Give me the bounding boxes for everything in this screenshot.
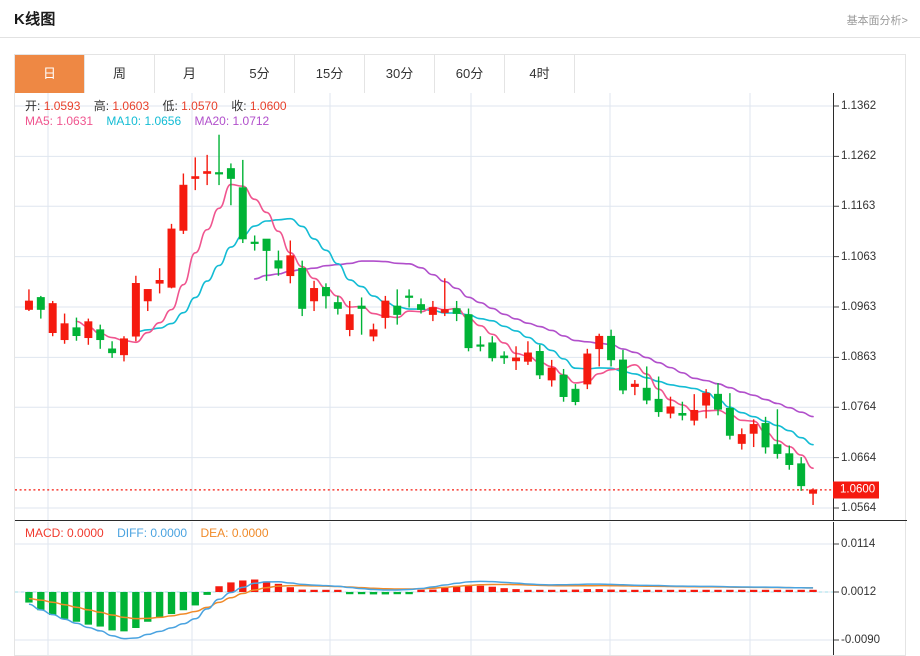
price-tick-6: 1.0764 [841, 401, 877, 414]
current-price-tag: 1.0600 [833, 481, 880, 499]
price-tick-2: 1.1163 [841, 200, 876, 213]
macd-axis-line [833, 522, 834, 655]
price-panel[interactable]: 开: 1.0593 高: 1.0603 低: 1.0570 收: 1.0600 … [15, 93, 907, 521]
tab-5[interactable]: 30分 [365, 55, 435, 93]
tab-4[interactable]: 15分 [295, 55, 365, 93]
price-tick-4: 1.0963 [841, 301, 877, 313]
price-tick-8: 1.0564 [841, 502, 877, 514]
price-axis-line [833, 93, 834, 520]
tab-6[interactable]: 60分 [435, 55, 505, 93]
tab-2[interactable]: 月 [155, 55, 225, 93]
fundamental-analysis-link[interactable]: 基本面分析> [846, 15, 908, 27]
page-header: K线图 基本面分析> [0, 0, 920, 38]
price-plot[interactable] [15, 93, 907, 521]
tab-7[interactable]: 4时 [505, 55, 575, 93]
price-tick-3: 1.1063 [841, 250, 877, 263]
macd-plot[interactable] [15, 522, 907, 655]
price-tick-0: 1.1362 [841, 100, 877, 112]
macd-tick-0: 0.0114 [841, 538, 876, 550]
price-tick-5: 1.0863 [841, 351, 877, 364]
kline-chart[interactable]: 开: 1.0593 高: 1.0603 低: 1.0570 收: 1.0600 … [14, 93, 907, 656]
macd-tick-1: 0.0012 [841, 586, 877, 598]
tab-0[interactable]: 日 [15, 55, 85, 93]
tab-1[interactable]: 周 [85, 55, 155, 93]
tab-3[interactable]: 5分 [225, 55, 295, 93]
tabbar-filler [575, 55, 905, 93]
timeframe-tabbar: 日周月 5分 15分 30分 60分 4时 [14, 54, 906, 94]
macd-panel[interactable]: MACD: 0.0000 DIFF: 0.0000 DEA: 0.0000 0.… [15, 522, 907, 655]
page-title: K线图 [14, 11, 56, 28]
price-tick-7: 1.0664 [841, 451, 877, 464]
macd-tick-2: -0.0090 [841, 634, 881, 646]
price-tick-1: 1.1262 [841, 150, 877, 163]
